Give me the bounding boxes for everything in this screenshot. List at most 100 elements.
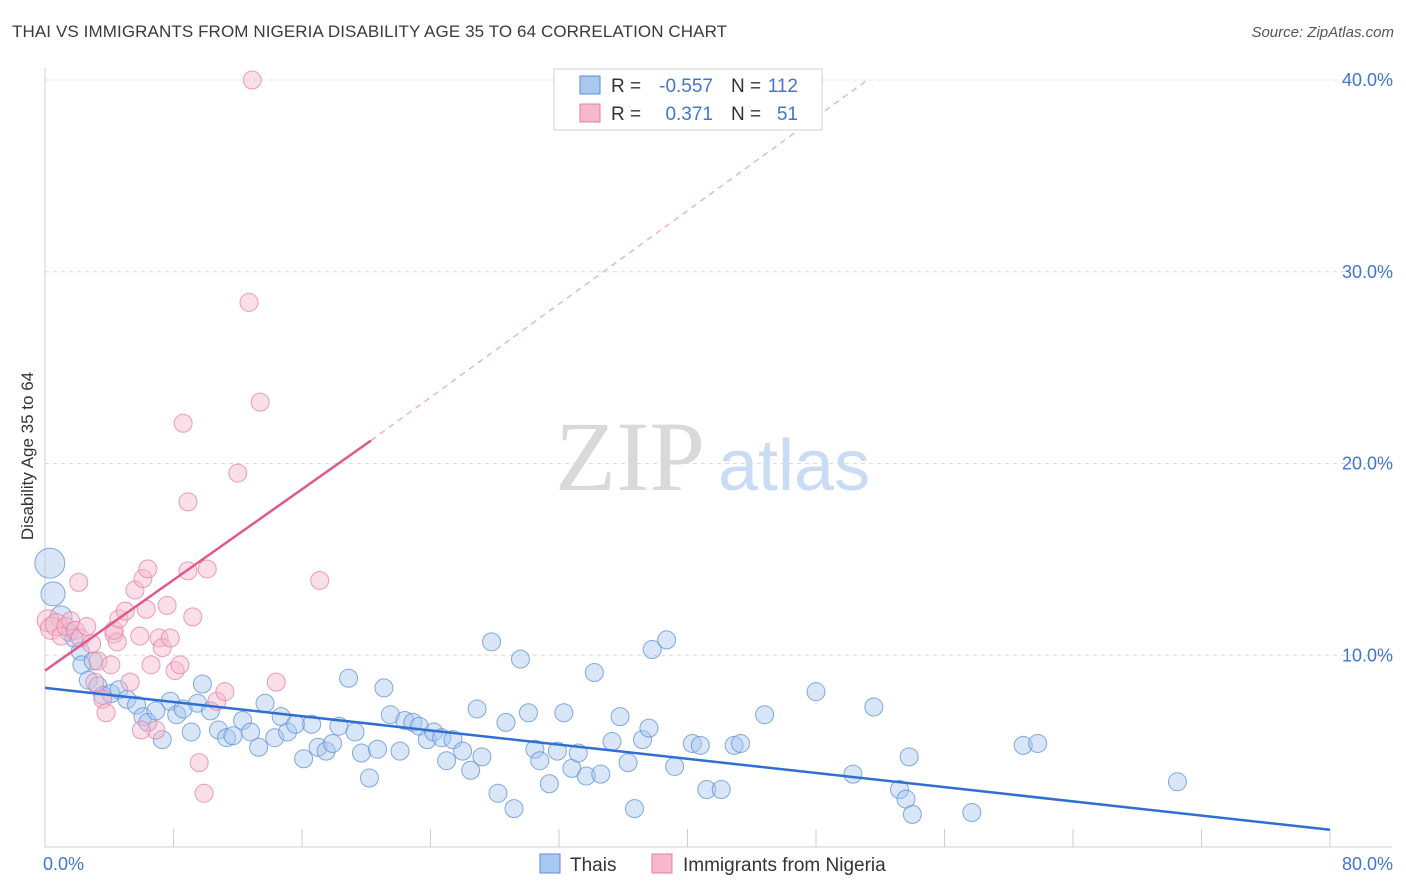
thais-point-8 [78, 670, 98, 690]
legend-n-value-nigeria: 51 [777, 104, 798, 125]
thais-point-44 [345, 722, 365, 742]
legend-r-label-thais: R = [611, 76, 641, 97]
thais-point-75 [568, 743, 588, 763]
thais-point-84 [639, 718, 659, 738]
nigeria-point-15 [101, 655, 121, 675]
watermark: ZIP atlas [555, 401, 870, 512]
thais-point-81 [618, 753, 638, 773]
thais-point-57 [437, 751, 457, 771]
thais-point-73 [554, 703, 574, 723]
nigeria-point-9 [77, 616, 97, 636]
x-tick-label-1: 80.0% [1342, 854, 1393, 874]
thais-point-27 [217, 728, 237, 748]
thais-point-0 [34, 547, 66, 579]
x-tick-label-0: 0.0% [43, 854, 84, 874]
nigeria-point-22 [125, 580, 145, 600]
thais-point-48 [374, 678, 394, 698]
y-tick-label-3: 40.0% [1342, 70, 1393, 90]
bottom-legend-label-thais: Thais [570, 855, 616, 876]
nigeria-point-50 [131, 720, 151, 740]
thais-point-60 [461, 760, 481, 780]
thais-point-66 [504, 799, 524, 819]
thais-point-62 [472, 747, 492, 767]
trend-line-nigeria-extension [370, 79, 868, 442]
legend-n-value-thais: 112 [768, 76, 798, 97]
grid-lines [45, 79, 1392, 656]
thais-point-45 [351, 743, 371, 763]
thais-point-93 [731, 733, 751, 753]
thais-point-29 [233, 710, 253, 730]
y-axis-title: Disability Age 35 to 64 [18, 372, 37, 540]
nigeria-point-47 [250, 392, 270, 412]
thais-point-50 [390, 741, 410, 761]
thais-point-59 [453, 741, 473, 761]
thais-point-103 [1013, 735, 1033, 755]
y-tick-label-0: 10.0% [1342, 645, 1393, 665]
thais-point-88 [682, 733, 702, 753]
nigeria-point-31 [157, 595, 177, 615]
thais-point-77 [584, 663, 604, 683]
thais-point-90 [697, 779, 717, 799]
thais-point-83 [633, 730, 653, 750]
nigeria-point-8 [69, 572, 89, 592]
thais-point-86 [657, 630, 677, 650]
nigeria-point-46 [242, 70, 262, 90]
thais-point-17 [146, 701, 166, 721]
nigeria-point-30 [152, 638, 172, 658]
nigeria-point-41 [197, 559, 217, 579]
thais-point-64 [488, 783, 508, 803]
thais-point-22 [181, 722, 201, 742]
bottom-legend-swatch-thais [539, 853, 561, 874]
thais-point-102 [962, 802, 982, 822]
bottom-legend-label-nigeria: Immigrants from Nigeria [683, 855, 886, 876]
thais-point-36 [286, 714, 306, 734]
thais-point-72 [547, 741, 567, 761]
thais-point-80 [610, 707, 630, 727]
thais-point-51 [395, 710, 415, 730]
legend-swatch-thais [579, 75, 601, 95]
x-tick-labels: 0.0% 80.0% [43, 854, 1393, 874]
thais-point-35 [278, 722, 298, 742]
chart-source: Source: ZipAtlas.com [1251, 24, 1394, 41]
nigeria-point-26 [138, 559, 158, 579]
trend-lines [44, 79, 1331, 831]
nigeria-point-14 [96, 703, 116, 723]
nigeria-point-17 [107, 632, 127, 652]
nigeria-point-12 [88, 651, 108, 671]
thais-point-43 [339, 668, 359, 688]
thais-point-16 [138, 712, 158, 732]
thais-point-100 [902, 804, 922, 824]
thais-point-105 [1167, 772, 1187, 792]
y-tick-label-2: 30.0% [1342, 262, 1393, 282]
thais-point-33 [265, 728, 285, 748]
nigeria-point-40 [194, 783, 214, 803]
thais-point-95 [806, 682, 826, 702]
axes [44, 68, 1392, 848]
chart-title: THAI VS IMMIGRANTS FROM NIGERIA DISABILI… [12, 22, 728, 41]
watermark-zip: ZIP [555, 401, 705, 512]
thais-point-49 [380, 705, 400, 725]
nigeria-point-45 [239, 292, 259, 312]
nigeria-point-21 [120, 672, 140, 692]
thais-point-26 [208, 720, 228, 740]
nigeria-point-3 [51, 626, 71, 646]
legend-n-label-nigeria: N = [731, 104, 761, 125]
y-tick-label-1: 20.0% [1342, 454, 1393, 474]
thais-point-28 [223, 726, 243, 746]
thais-point-1 [40, 581, 66, 607]
thais-point-98 [890, 779, 910, 799]
series-nigeria-points [36, 70, 330, 803]
nigeria-point-38 [183, 607, 203, 627]
nigeria-point-24 [133, 569, 153, 589]
thais-point-76 [576, 766, 596, 786]
thais-point-61 [467, 699, 487, 719]
thais-point-104 [1028, 733, 1048, 753]
watermark-atlas: atlas [718, 426, 870, 506]
nigeria-point-1 [39, 616, 63, 640]
thais-point-69 [525, 739, 545, 759]
thais-point-85 [642, 639, 662, 659]
bottom-legend-swatch-nigeria [651, 853, 673, 874]
series-thais-points [34, 547, 1187, 824]
thais-point-97 [864, 697, 884, 717]
